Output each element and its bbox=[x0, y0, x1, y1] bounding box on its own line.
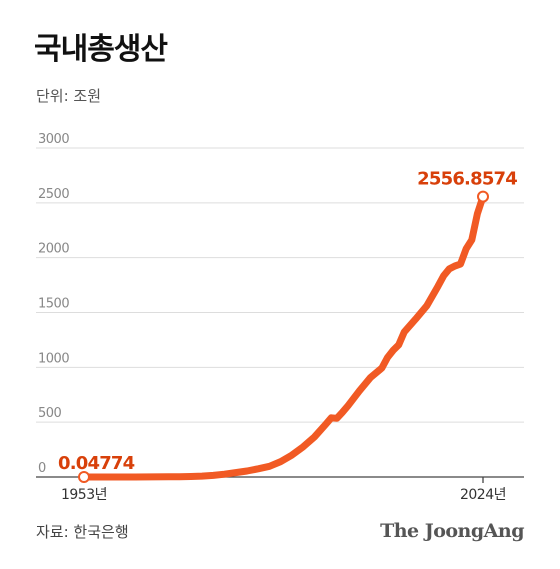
x-tick-label-1953: 1953년 bbox=[61, 487, 107, 503]
brand-logo: The JoongAng bbox=[380, 520, 524, 542]
y-tick-label-1000: 1000 bbox=[38, 351, 69, 366]
end-value-label: 2556.8574 bbox=[417, 169, 517, 190]
y-tick-label-2500: 2500 bbox=[38, 187, 69, 202]
y-tick-label-3000: 3000 bbox=[38, 132, 69, 147]
unit-label: 단위: 조원 bbox=[36, 87, 102, 105]
end-point-marker bbox=[477, 190, 489, 203]
start-value-label: 0.04774 bbox=[58, 453, 135, 474]
chart-title: 국내총생산 bbox=[34, 32, 168, 67]
source-label: 자료: 한국은행 bbox=[36, 523, 129, 541]
start-point-marker bbox=[78, 470, 90, 483]
y-tick-label-2000: 2000 bbox=[38, 242, 69, 257]
x-tick-label-2024: 2024년 bbox=[460, 487, 506, 503]
y-tick-label-0: 0 bbox=[38, 461, 46, 476]
y-tick-label-1500: 1500 bbox=[38, 297, 69, 312]
y-tick-label-500: 500 bbox=[38, 406, 62, 421]
gdp-series-line bbox=[80, 193, 487, 481]
